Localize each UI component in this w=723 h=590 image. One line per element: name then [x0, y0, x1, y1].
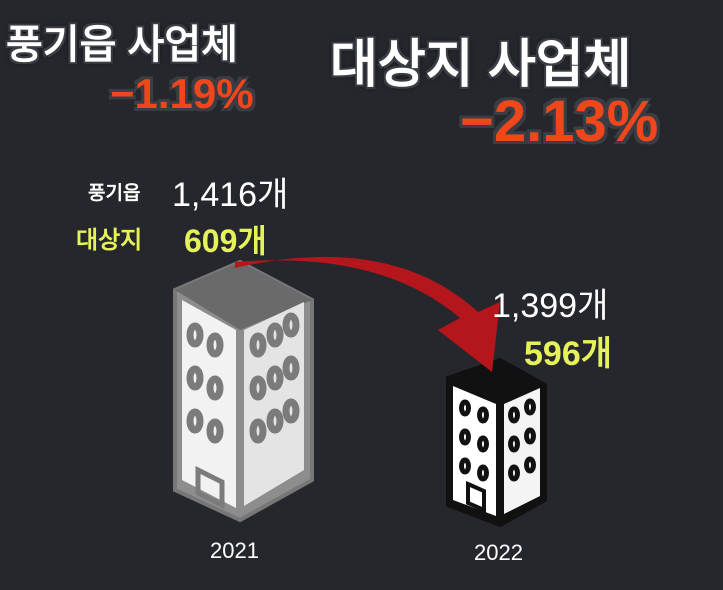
- change-right: −2.13%: [460, 89, 659, 154]
- value-a-2021: 1,416개: [172, 176, 289, 214]
- year-2022: 2022: [474, 540, 523, 565]
- title-right: 대상지 사업체: [330, 36, 632, 94]
- title-left: 풍기읍 사업체: [6, 23, 238, 67]
- arrow: [235, 256, 500, 372]
- building-2021: [173, 259, 314, 523]
- year-2021: 2021: [210, 538, 259, 563]
- value-b-2021: 609개: [184, 223, 267, 259]
- label-a-2021: 풍기읍: [88, 183, 141, 204]
- value-b-2022: 596개: [524, 335, 613, 373]
- value-a-2022: 1,399개: [492, 287, 609, 325]
- change-left: −1.19%: [110, 70, 254, 117]
- label-b-2021: 대상지: [76, 227, 143, 254]
- building-2022: [446, 357, 547, 528]
